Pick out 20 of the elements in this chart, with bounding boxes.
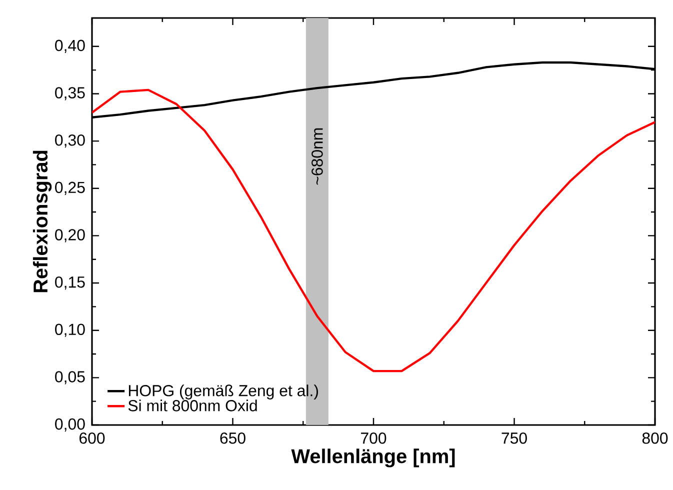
legend-label: HOPG (gemäß Zeng et al.) — [128, 384, 318, 400]
x-tick-label: 600 — [80, 432, 105, 444]
x-tick-label: 700 — [361, 432, 386, 444]
y-tick-label: 0,35 — [55, 87, 85, 100]
y-tick-label: 0,40 — [55, 40, 85, 53]
band-label: ~680nm — [312, 128, 323, 185]
legend-label: Si mit 800nm Oxid — [128, 400, 257, 412]
x-tick-label: 650 — [220, 432, 246, 444]
x-tick-label: 750 — [502, 432, 527, 444]
y-tick-label: 0,20 — [55, 229, 85, 242]
line-series — [92, 88, 656, 372]
x-tick-label: 800 — [642, 432, 668, 444]
y-tick-label: 0,25 — [55, 182, 85, 195]
y-tick-label: 0,10 — [55, 324, 85, 337]
y-tick-label: 0,00 — [55, 418, 85, 432]
y-tick-label: 0,15 — [55, 276, 85, 290]
y-tick-label: 0,05 — [55, 371, 85, 384]
y-axis-title: Reflexionsgrad — [32, 150, 52, 292]
x-axis-title: Wellenlänge [nm] — [291, 448, 455, 468]
y-tick-label: 0,30 — [55, 134, 85, 148]
